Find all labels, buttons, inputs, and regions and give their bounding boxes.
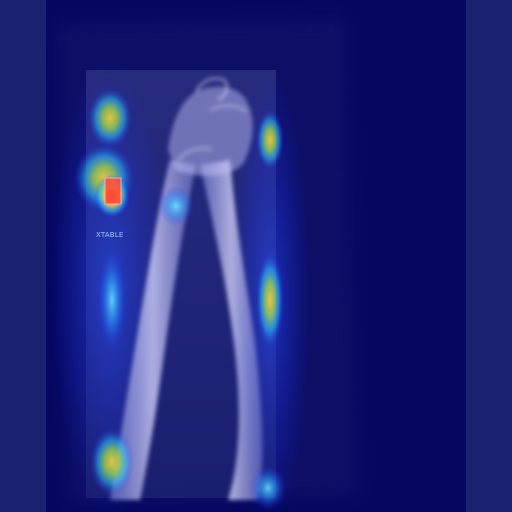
marker-label: XTABLE	[96, 231, 124, 239]
wrist-carpals	[168, 86, 253, 176]
metacarpal-1	[194, 77, 229, 102]
forearm-bones	[110, 77, 263, 500]
left-border-band	[0, 0, 46, 512]
heat-spot-left-low	[98, 250, 126, 350]
heat-spot-right-mid	[256, 252, 284, 348]
heat-spot-bottom-right	[250, 466, 286, 510]
metacarpal-2	[209, 104, 248, 114]
right-border-band	[466, 0, 512, 512]
heat-spot-upper-left	[88, 88, 132, 148]
radius-bone	[110, 160, 196, 500]
heat-spot-wrist	[158, 186, 194, 226]
table-marker	[104, 177, 122, 205]
heat-spot-bottom-left	[90, 428, 134, 496]
heat-spot-right-upper	[256, 110, 284, 170]
carpal-line	[176, 146, 213, 161]
ulna-bone	[200, 160, 263, 500]
